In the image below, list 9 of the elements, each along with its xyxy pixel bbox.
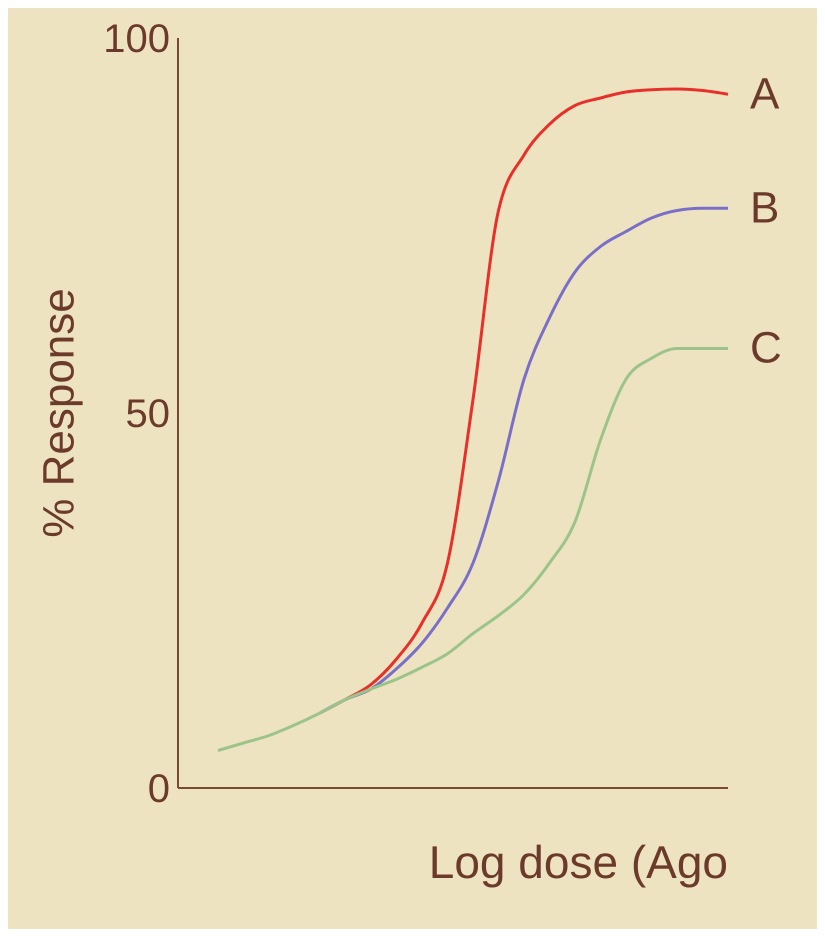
y-tick-label: 0: [148, 767, 170, 812]
y-tick-label: 50: [126, 392, 170, 436]
line-series: [216, 347, 730, 752]
y-tick-label: 100: [103, 17, 170, 62]
x-axis-title: Log dose (Ago: [428, 836, 728, 888]
y-axis-title: % Response: [34, 288, 84, 538]
series-label: C: [750, 324, 782, 372]
series-label: A: [750, 69, 780, 118]
series-label: B: [750, 183, 780, 232]
